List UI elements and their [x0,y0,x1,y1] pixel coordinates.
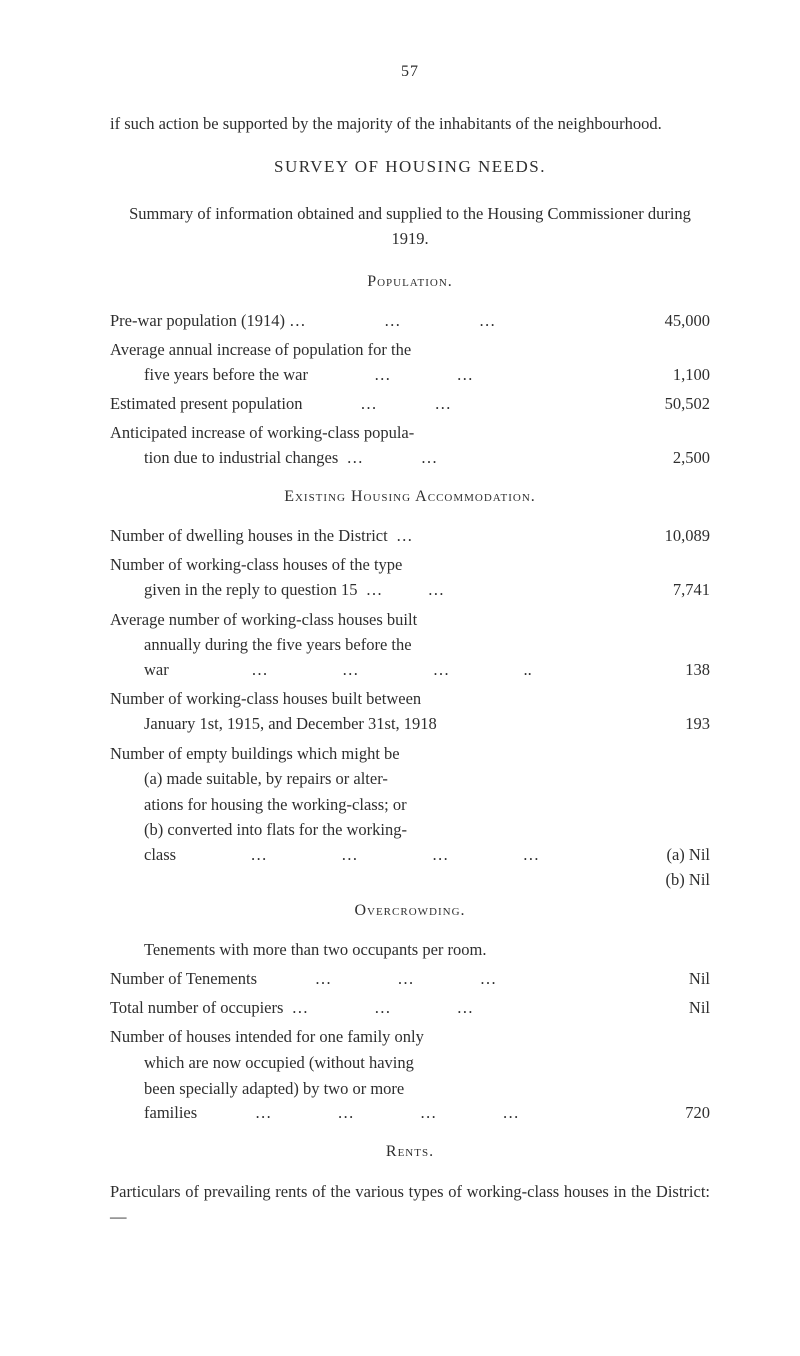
existing-heading: Existing Housing Accommodation. [110,485,710,510]
table-row: Number of working-class houses built bet… [110,686,710,736]
row-label: Number of Tenements … … … [110,967,630,992]
row-label-line1: Number of empty buildings which might be [110,741,710,767]
row-label-line2: annually during the five years before th… [110,632,710,658]
row-value: 2,500 [630,446,710,471]
row-label-line2: (a) made suitable, by repairs or alter- [110,766,710,792]
summary-text: Summary of information obtained and supp… [110,201,710,252]
table-row: Average number of working-class houses b… [110,607,710,683]
row-label-line4: families … … … … [110,1101,630,1126]
table-row: Average annual increase of population fo… [110,337,710,387]
row-value: 10,089 [630,524,710,549]
row-value-a: (a) Nil [630,843,710,868]
table-row: Number of empty buildings which might be… [110,741,710,893]
row-label-line1: Number of houses intended for one family… [110,1024,710,1050]
row-value: Nil [630,996,710,1021]
rents-heading: Rents. [110,1140,710,1165]
table-row: Number of dwelling houses in the Distric… [110,524,710,549]
intro-paragraph: if such action be supported by the major… [110,111,710,137]
rents-text: Particulars of prevailing rents of the v… [110,1179,710,1230]
main-heading: SURVEY OF HOUSING NEEDS. [110,154,710,180]
row-value: 1,100 [630,363,710,388]
row-value: Nil [630,967,710,992]
row-label-line1: Number of working-class houses of the ty… [110,552,710,578]
row-label-line2: January 1st, 1915, and December 31st, 19… [110,712,630,737]
population-heading: Population. [110,270,710,295]
row-value: 138 [630,658,710,683]
row-label-line1: Average number of working-class houses b… [110,607,710,633]
row-value: 720 [630,1101,710,1126]
table-row: Pre-war population (1914) … … … 45,000 [110,309,710,334]
table-row: Number of working-class houses of the ty… [110,552,710,602]
row-value: 45,000 [630,309,710,334]
row-label-line1: Number of working-class houses built bet… [110,686,710,712]
row-label: Pre-war population (1914) … … … [110,309,630,334]
row-label-line1: Average annual increase of population fo… [110,337,710,363]
row-label-line2: five years before the war … … [110,363,630,388]
row-value-b: (b) Nil [630,868,710,893]
row-label-line2: tion due to industrial changes … … [110,446,630,471]
row-label-line3: been specially adapted) by two or more [110,1076,710,1102]
table-row: Anticipated increase of working-class po… [110,420,710,470]
row-label-line3: war … … … .. [110,658,630,683]
overcrowding-intro: Tenements with more than two occupants p… [110,937,710,963]
row-value: 50,502 [630,392,710,417]
row-label-line5: class … … … … [110,843,630,868]
row-label-line2: given in the reply to question 15 … … [110,578,630,603]
overcrowding-heading: Overcrowding. [110,899,710,924]
page-number: 57 [110,60,710,85]
row-label-line4: (b) converted into flats for the working… [110,817,710,843]
table-row: Estimated present population … … 50,502 [110,392,710,417]
table-row: Total number of occupiers … … … Nil [110,996,710,1021]
table-row: Number of Tenements … … … Nil [110,967,710,992]
row-label-line2: which are now occupied (without having [110,1050,710,1076]
row-label: Number of dwelling houses in the Distric… [110,524,630,549]
row-label: Total number of occupiers … … … [110,996,630,1021]
row-label-line1: Anticipated increase of working-class po… [110,420,710,446]
row-value: 7,741 [630,578,710,603]
table-row: Number of houses intended for one family… [110,1024,710,1125]
row-label-line3: ations for housing the working-class; or [110,792,710,818]
row-label: Estimated present population … … [110,392,630,417]
row-value: 193 [630,712,710,737]
